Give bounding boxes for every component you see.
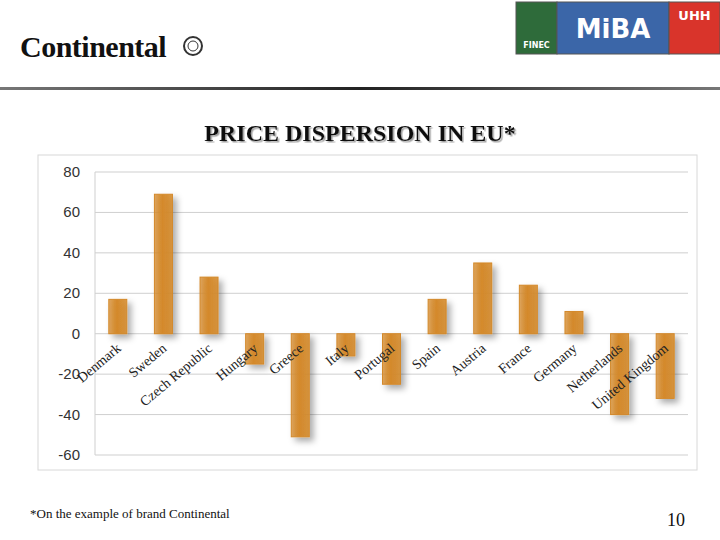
grid-line	[95, 455, 688, 456]
y-tick-label: -60	[58, 446, 80, 463]
brand-logo: Continental	[20, 30, 166, 63]
y-tick-label: -40	[58, 406, 80, 423]
footnote: *On the example of brand Continental	[30, 506, 230, 521]
chart-title: PRICE DISPERSION IN EU*	[204, 120, 515, 146]
bars-shadowed	[109, 194, 674, 437]
bar	[565, 311, 583, 333]
page: Continental FINEC MiBA UHH PRICE DISPERSION …	[0, 0, 720, 540]
x-tick-label: Austria	[447, 340, 489, 378]
x-tick-label: Czech Republic	[137, 341, 215, 410]
x-tick-label: Italy	[323, 341, 352, 369]
y-tick-label: 20	[63, 284, 80, 301]
grid-line	[95, 172, 688, 173]
x-tick-label: Hungary	[213, 341, 260, 384]
grid-line	[95, 414, 688, 415]
x-tick-label: Portugal	[351, 340, 397, 382]
y-tick-label: 60	[63, 203, 80, 220]
y-tick-label: 40	[63, 244, 80, 261]
logo-emblem	[184, 37, 202, 55]
grid-line	[95, 293, 688, 294]
bars	[109, 194, 674, 437]
logo-emblem	[188, 41, 198, 51]
x-tick-label: Spain	[409, 341, 443, 373]
grid-line	[95, 252, 688, 253]
x-tick-label: Greece	[266, 341, 306, 378]
y-tick-label: 80	[63, 163, 80, 180]
y-axis-line	[95, 172, 96, 455]
partner-logo-text: FINEC	[523, 41, 550, 50]
bar	[519, 285, 537, 334]
bar	[109, 299, 127, 333]
bar	[154, 194, 172, 333]
partner-logo-text: UHH	[678, 8, 710, 23]
bar	[474, 263, 492, 334]
x-tick-label: Sweden	[126, 341, 170, 381]
bar	[428, 299, 446, 333]
partner-logo	[516, 2, 557, 54]
y-tick-label: 0	[72, 325, 80, 342]
page-number: 10	[667, 510, 685, 530]
x-tick-label: United Kingdom	[589, 340, 671, 412]
chart-frame	[38, 155, 697, 470]
header-line	[0, 87, 720, 90]
slide: Continental FINEC MiBA UHH PRICE DISPERSION …	[0, 0, 720, 540]
grid-line	[95, 212, 688, 213]
bar	[200, 277, 218, 334]
partner-logo	[669, 2, 720, 54]
x-tick-label: Denmark	[74, 341, 124, 386]
x-tick-label: France	[495, 341, 534, 377]
partner-logo-text: MiBA	[576, 14, 651, 44]
partner-logo	[557, 2, 669, 54]
